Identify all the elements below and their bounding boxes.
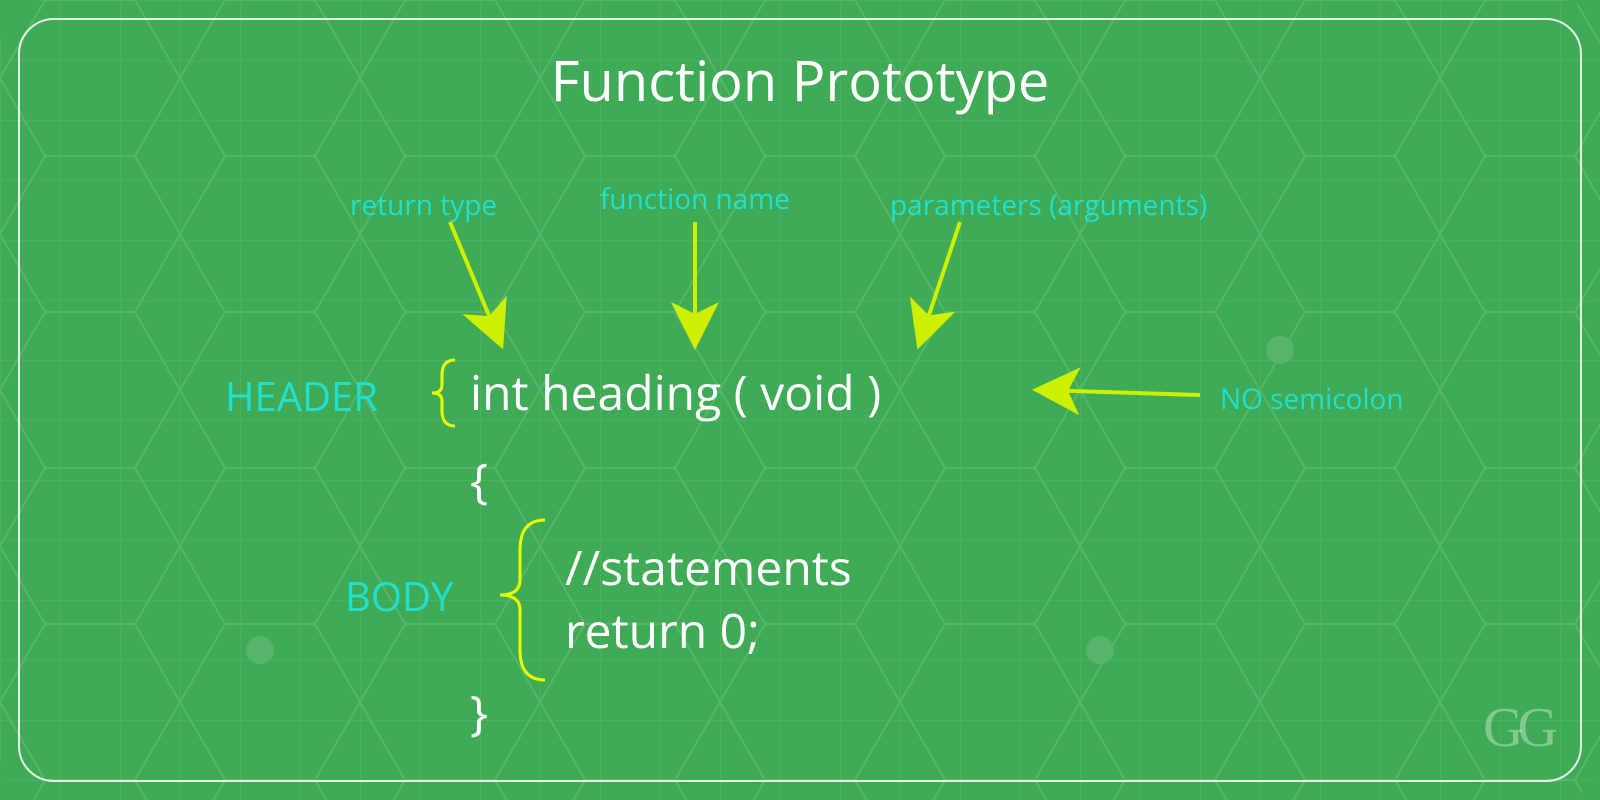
code-signature: int heading ( void )	[470, 360, 881, 425]
label-no-semicolon: NO semicolon	[1220, 380, 1404, 418]
label-parameters: parameters (arguments)	[890, 186, 1207, 224]
code-body-line2: return 0;	[565, 598, 760, 663]
label-function-name: function name	[600, 180, 790, 218]
label-body: BODY	[345, 568, 453, 623]
code-open-brace: {	[470, 448, 488, 513]
label-return-type: return type	[350, 186, 497, 224]
label-header: HEADER	[225, 368, 378, 423]
diagram-title: Function Prototype	[0, 42, 1600, 118]
code-body-line1: //statements	[565, 535, 852, 600]
code-close-brace: }	[470, 680, 488, 745]
watermark-logo: GG	[1483, 696, 1552, 760]
